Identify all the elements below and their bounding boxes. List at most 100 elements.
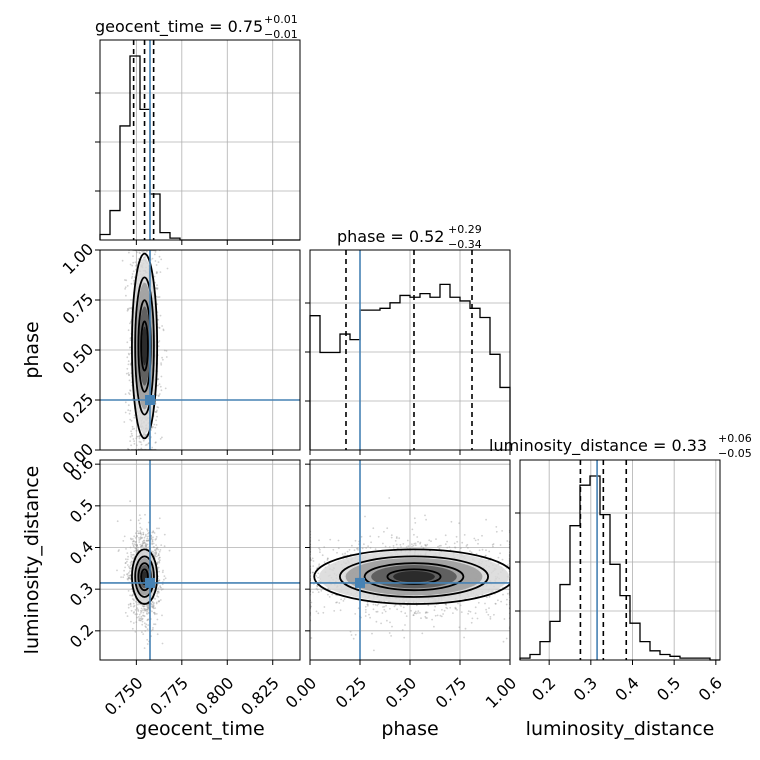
sample-point bbox=[400, 610, 403, 613]
sample-point bbox=[459, 604, 462, 607]
sample-point bbox=[127, 360, 130, 363]
x-tick-label: 1.00 bbox=[482, 673, 521, 712]
sample-point bbox=[466, 543, 469, 546]
sample-point bbox=[155, 411, 158, 414]
sample-point bbox=[132, 279, 135, 282]
sample-point bbox=[121, 259, 124, 262]
sample-point bbox=[474, 612, 477, 615]
sample-point bbox=[124, 393, 127, 395]
sample-point bbox=[154, 555, 157, 557]
sample-point bbox=[138, 251, 141, 254]
sample-point bbox=[501, 558, 504, 561]
sample-point bbox=[155, 264, 158, 266]
sample-point bbox=[159, 314, 162, 317]
sample-point bbox=[160, 544, 163, 546]
sample-point bbox=[127, 352, 130, 355]
sample-point bbox=[143, 435, 146, 438]
sample-point bbox=[157, 580, 160, 582]
sample-point bbox=[151, 605, 154, 608]
sample-point bbox=[132, 540, 134, 543]
sample-point bbox=[129, 537, 132, 540]
sample-point bbox=[139, 536, 142, 538]
sample-point bbox=[135, 264, 138, 266]
sample-point bbox=[477, 538, 480, 541]
sample-point bbox=[161, 436, 163, 439]
sample-point bbox=[158, 340, 161, 342]
sample-point bbox=[143, 615, 146, 618]
panel-gt-phase-xticks bbox=[135, 450, 274, 455]
sample-point bbox=[485, 518, 487, 521]
sample-point bbox=[136, 546, 138, 548]
sample-point bbox=[426, 543, 429, 546]
sample-point bbox=[405, 615, 408, 617]
sample-point bbox=[134, 541, 137, 543]
sample-point bbox=[426, 611, 429, 614]
sample-point bbox=[133, 540, 136, 543]
sample-point bbox=[350, 634, 353, 636]
sample-point bbox=[125, 294, 127, 297]
sample-point bbox=[456, 609, 458, 611]
sample-point bbox=[138, 617, 141, 620]
sample-point bbox=[351, 544, 353, 547]
sample-point bbox=[129, 322, 131, 325]
sample-point bbox=[410, 609, 412, 612]
x-tick-label: 0.00 bbox=[282, 673, 321, 712]
x-tick-label: 0.3 bbox=[570, 673, 601, 704]
sample-point bbox=[396, 547, 399, 549]
sample-point bbox=[141, 609, 144, 611]
sample-point bbox=[128, 574, 131, 577]
sample-point bbox=[151, 542, 154, 545]
sample-point bbox=[339, 609, 342, 612]
sample-point bbox=[143, 609, 146, 612]
sample-point bbox=[131, 264, 134, 267]
sample-point bbox=[139, 526, 142, 529]
title-phase-minus: −0.34 bbox=[448, 238, 482, 251]
title-phase-plus: +0.29 bbox=[448, 223, 482, 236]
sample-point bbox=[340, 598, 342, 601]
sample-point bbox=[134, 600, 137, 603]
sample-point bbox=[360, 535, 363, 538]
sample-point bbox=[129, 390, 132, 392]
sample-point bbox=[137, 258, 140, 260]
sample-point bbox=[136, 435, 139, 438]
sample-point bbox=[124, 286, 127, 289]
sample-point bbox=[147, 521, 150, 524]
sample-point bbox=[138, 435, 141, 438]
title-luminosity-distance-minus: −0.05 bbox=[718, 447, 752, 460]
sample-point bbox=[134, 261, 137, 264]
sample-point bbox=[146, 608, 148, 611]
sample-point bbox=[140, 545, 143, 547]
sample-point bbox=[153, 275, 156, 278]
sample-point bbox=[139, 517, 142, 520]
sample-point bbox=[132, 612, 135, 614]
sample-point bbox=[138, 537, 140, 539]
sample-point bbox=[465, 545, 468, 547]
sample-point bbox=[158, 255, 161, 258]
sample-point bbox=[138, 522, 141, 525]
sample-point bbox=[130, 277, 133, 279]
sample-point bbox=[144, 513, 146, 516]
sample-point bbox=[139, 537, 142, 540]
sample-point bbox=[156, 284, 158, 287]
sample-point bbox=[146, 608, 149, 611]
sample-point bbox=[157, 406, 160, 409]
sample-point bbox=[136, 544, 138, 547]
sample-point bbox=[404, 624, 406, 626]
sample-point bbox=[146, 443, 148, 446]
sample-point bbox=[126, 564, 129, 566]
sample-point bbox=[442, 613, 444, 615]
sample-point bbox=[123, 535, 126, 538]
sample-point bbox=[139, 619, 142, 622]
sample-point bbox=[310, 559, 313, 561]
sample-point bbox=[138, 532, 141, 535]
sample-point bbox=[156, 527, 158, 530]
sample-point bbox=[120, 576, 122, 578]
sample-point bbox=[337, 547, 340, 550]
sample-point bbox=[489, 617, 492, 620]
sample-point bbox=[142, 633, 145, 635]
sample-point bbox=[146, 612, 148, 614]
sample-point bbox=[323, 546, 326, 549]
sample-point bbox=[124, 611, 127, 614]
sample-point bbox=[129, 364, 132, 366]
sample-point bbox=[424, 514, 426, 517]
